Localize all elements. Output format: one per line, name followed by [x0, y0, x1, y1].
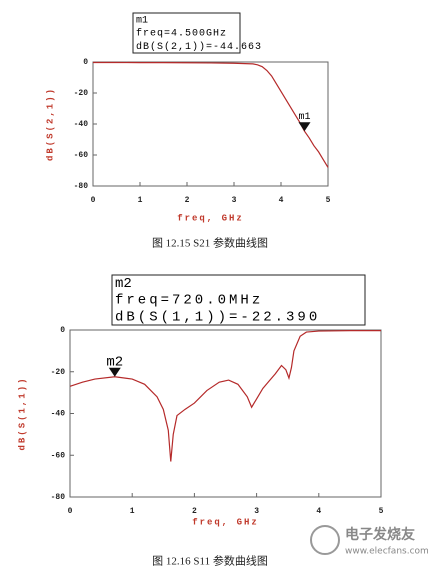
x-tick-label: 0	[91, 196, 96, 205]
marker	[108, 367, 121, 377]
marker-readout: freq=720.0MHz	[115, 293, 263, 309]
x-tick-label: 3	[232, 196, 237, 205]
curve	[69, 330, 381, 462]
watermark-logo	[310, 525, 340, 555]
marker	[298, 122, 311, 132]
marker-label: m2	[106, 354, 123, 370]
x-tick-label: 0	[68, 507, 73, 516]
y-tick-label: 0	[60, 326, 65, 335]
y-axis-label: dB(S(1,1))	[17, 376, 27, 450]
x-tick-label: 4	[279, 196, 284, 205]
y-tick-label: -80	[51, 493, 66, 502]
marker-box-label: m2	[115, 276, 132, 292]
marker-box	[111, 274, 366, 326]
plot-frame	[92, 61, 329, 187]
x-tick-label: 5	[379, 507, 384, 516]
x-tick-label: 3	[254, 507, 259, 516]
y-tick-label: -20	[74, 89, 89, 98]
x-axis-label: freq, GHz	[192, 517, 259, 527]
y-tick-label: -20	[51, 368, 66, 377]
marker-readout: freq=4.500GHz	[136, 28, 227, 40]
y-axis-label: dB(S(2,1))	[45, 87, 55, 161]
x-tick-label: 4	[316, 507, 321, 516]
curve	[93, 61, 329, 168]
y-tick-label: -40	[74, 120, 89, 129]
watermark-url: www.elecfans.com	[345, 547, 429, 557]
y-tick-label: -60	[51, 451, 66, 460]
y-tick-label: 0	[83, 58, 88, 67]
caption: 图 12.16 S11 参数曲线图	[152, 554, 268, 568]
caption: 图 12.15 S21 参数曲线图	[152, 236, 268, 250]
x-tick-label: 1	[130, 507, 135, 516]
y-tick-label: -60	[74, 151, 89, 160]
x-tick-label: 5	[326, 196, 331, 205]
marker-readout: dB(S(1,1))=-22.390	[115, 309, 320, 325]
marker-label: m1	[298, 112, 310, 123]
y-tick-label: -40	[51, 410, 66, 419]
x-tick-label: 1	[138, 196, 143, 205]
x-axis-label: freq, GHz	[177, 213, 244, 223]
marker-readout: dB(S(2,1))=-44.663	[136, 41, 262, 53]
x-tick-label: 2	[192, 507, 197, 516]
marker-box-label: m1	[136, 15, 148, 26]
marker-box	[132, 12, 241, 54]
watermark-brand: 电子发烧友	[345, 526, 415, 543]
x-tick-label: 2	[185, 196, 190, 205]
y-tick-label: -80	[74, 182, 89, 191]
